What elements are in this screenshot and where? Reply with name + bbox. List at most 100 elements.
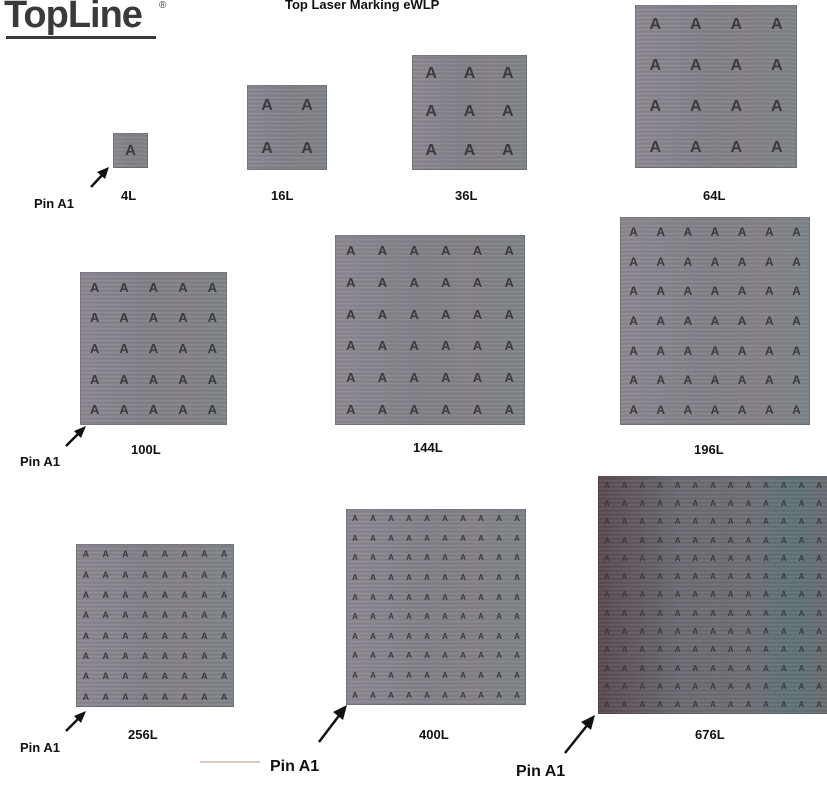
laser-mark: A (82, 691, 90, 702)
laser-mark: A (141, 549, 149, 560)
laser-mark: A (727, 480, 734, 490)
laser-mark: A (639, 535, 646, 545)
laser-mark: A (207, 402, 217, 418)
laser-mark: A (727, 663, 734, 673)
laser-mark: A (161, 630, 169, 641)
laser-mark: A (689, 138, 702, 156)
laser-mark: A (683, 313, 693, 328)
laser-mark: A (689, 16, 702, 34)
laser-mark: A (745, 553, 752, 563)
laser-mark: A (727, 700, 734, 710)
laser-mark: A (514, 612, 520, 622)
laser-mark: A (514, 631, 520, 641)
laser-mark: A (629, 254, 638, 269)
laser-mark: A (122, 610, 129, 621)
laser-mark: A (737, 313, 747, 328)
laser-mark: A (207, 279, 217, 295)
laser-mark: A (82, 549, 90, 560)
laser-mark: A (745, 498, 752, 508)
laser-mark: A (406, 592, 412, 602)
laser-mark: A (496, 553, 502, 563)
laser-mark: A (424, 573, 430, 583)
laser-mark: A (770, 97, 783, 115)
chip-4l: A (113, 133, 148, 168)
laser-mark: A (478, 631, 484, 641)
laser-mark: A (460, 533, 466, 543)
laser-mark: A (514, 514, 520, 524)
laser-mark: A (798, 498, 805, 508)
laser-mark: A (816, 498, 823, 508)
laser-mark: A (727, 590, 734, 600)
laser-mark: A (657, 682, 663, 692)
laser-mark: A (207, 371, 217, 387)
laser-mark: A (514, 553, 520, 563)
laser-mark: A (763, 590, 769, 600)
laser-mark: A (82, 569, 90, 580)
laser-mark: A (122, 630, 129, 641)
laser-mark: A (674, 553, 681, 563)
laser-mark: A (639, 627, 646, 637)
laser-mark: A (639, 645, 646, 655)
laser-mark: A (656, 284, 666, 299)
laser-mark: A (816, 700, 823, 710)
laser-mark: A (603, 682, 610, 692)
laser-mark: A (745, 480, 752, 490)
laser-mark: A (201, 589, 208, 600)
package-label-36l: 36L (455, 188, 478, 203)
laser-mark: A (141, 630, 149, 641)
laser-mark: A (816, 627, 823, 637)
laser-mark: A (710, 313, 720, 328)
laser-mark: A (649, 16, 662, 34)
laser-mark: A (780, 663, 787, 673)
laser-mark: A (388, 671, 394, 681)
laser-mark: A (478, 612, 484, 622)
laser-mark: A (388, 651, 394, 661)
laser-mark: A (460, 573, 466, 583)
laser-mark: A (220, 589, 228, 600)
laser-mark: A (220, 671, 228, 682)
laser-mark: A (737, 373, 747, 388)
laser-mark: A (102, 589, 109, 600)
laser-mark: A (780, 480, 787, 490)
laser-mark: A (502, 65, 514, 83)
laser-mark: A (764, 254, 774, 269)
laser-mark: A (370, 514, 376, 524)
laser-mark: A (377, 401, 388, 417)
laser-mark: A (798, 572, 805, 582)
divider-line (200, 761, 260, 763)
laser-mark: A (148, 371, 159, 387)
laser-mark: A (102, 671, 109, 682)
laser-mark: A (629, 403, 638, 418)
laser-mark: A (352, 592, 358, 602)
laser-mark: A (798, 682, 805, 692)
laser-mark: A (496, 671, 502, 681)
laser-mark: A (201, 671, 208, 682)
laser-mark: A (621, 682, 628, 692)
laser-mark: A (441, 306, 451, 322)
laser-mark: A (161, 651, 169, 662)
laser-mark: A (798, 663, 805, 673)
laser-mark: A (82, 651, 90, 662)
laser-mark: A (122, 671, 129, 682)
laser-mark: A (181, 630, 188, 641)
laser-mark: A (352, 573, 358, 583)
laser-mark: A (621, 627, 628, 637)
laser-mark: A (710, 373, 720, 388)
laser-mark: A (301, 97, 313, 115)
laser-mark: A (674, 663, 681, 673)
laser-mark: A (780, 590, 787, 600)
laser-mark: A (181, 651, 188, 662)
laser-mark: A (745, 700, 752, 710)
laser-mark: A (181, 569, 188, 580)
laser-mark: A (178, 279, 188, 295)
laser-mark: A (780, 517, 787, 527)
laser-mark: A (496, 631, 502, 641)
laser-mark: A (763, 645, 769, 655)
laser-mark: A (657, 480, 663, 490)
laser-mark: A (178, 310, 188, 326)
laser-mark: A (261, 139, 273, 157)
laser-mark: A (141, 691, 149, 702)
laser-mark: A (463, 103, 476, 121)
laser-mark: A (370, 592, 376, 602)
